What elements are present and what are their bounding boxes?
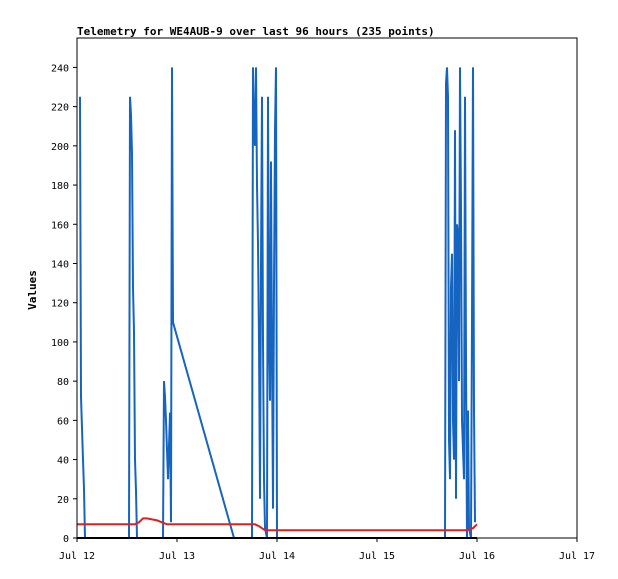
y-tick-label: 160 [51, 220, 69, 231]
y-tick-label: 60 [57, 416, 69, 427]
y-tick-label: 220 [51, 103, 69, 114]
x-tick-label: Jul 13 [159, 551, 195, 562]
x-tick-label: Jul 16 [459, 551, 495, 562]
x-tick-label: Jul 17 [559, 551, 595, 562]
series-layer [77, 67, 478, 539]
y-tick-label: 180 [51, 181, 69, 192]
y-tick-label: 0 [63, 534, 69, 545]
y-axis-label: Values [26, 270, 39, 310]
x-tick-label: Jul 15 [359, 551, 395, 562]
y-tick-label: 20 [57, 495, 69, 506]
y-tick-label: 240 [51, 63, 69, 74]
y-axis: 0 20 40 60 80 100 120 140 160 180 200 220 240 [51, 63, 77, 545]
y-tick-label: 100 [51, 338, 69, 349]
y-tick-label: 120 [51, 299, 69, 310]
x-tick-label: Jul 12 [59, 551, 95, 562]
y-tick-label: 140 [51, 259, 69, 270]
series-line-0 [79, 67, 476, 539]
y-tick-label: 80 [57, 377, 69, 388]
y-tick-label: 200 [51, 142, 69, 153]
x-axis: Jul 12 Jul 13 Jul 14 Jul 15 Jul 16 Jul 17 [59, 538, 595, 562]
plot-frame [76, 37, 578, 539]
x-tick-label: Jul 14 [259, 551, 295, 562]
y-tick-label: 40 [57, 456, 69, 467]
series-line-1 [77, 517, 478, 532]
chart-title: Telemetry for WE4AUB-9 over last 96 hour… [77, 25, 435, 38]
